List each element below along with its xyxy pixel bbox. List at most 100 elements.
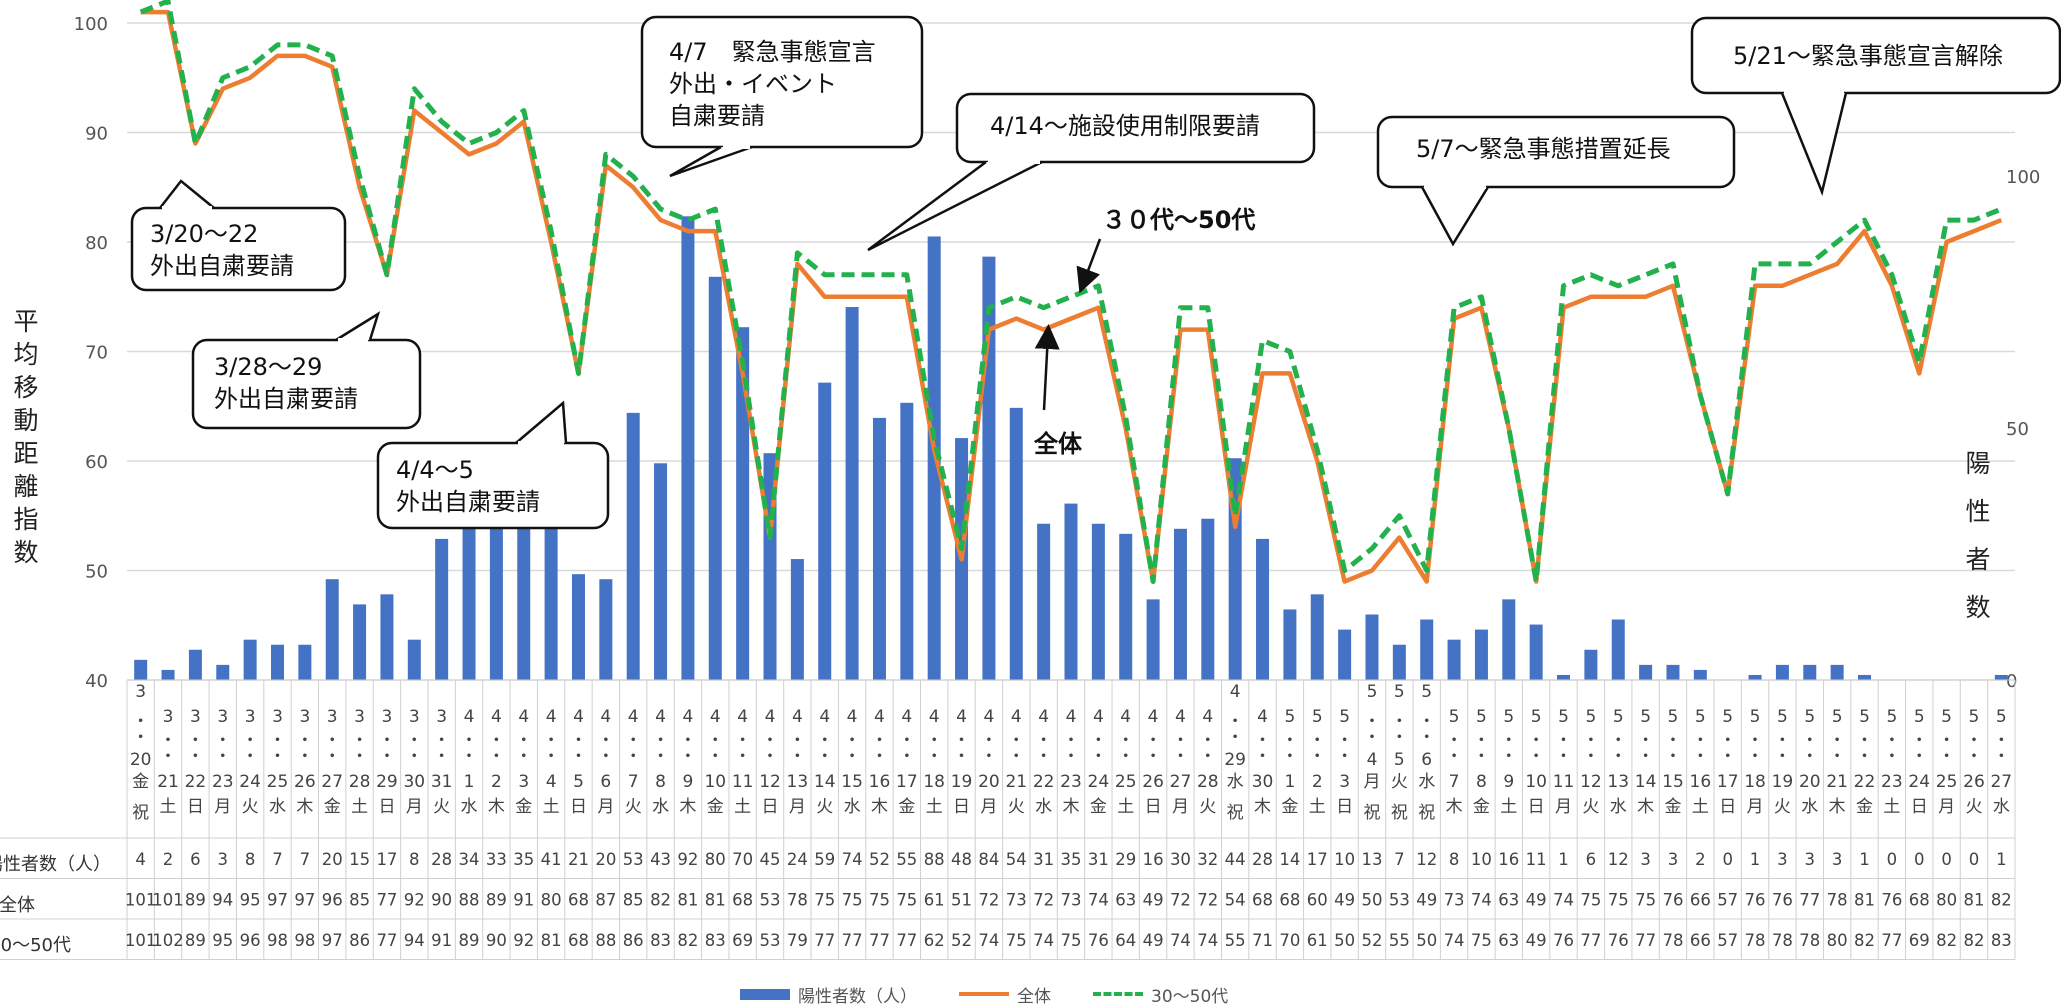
bar [489, 513, 503, 680]
x-category-label: 5 [1613, 707, 1624, 727]
x-category-label: ・ [871, 731, 888, 751]
table-cell: 29 [1115, 850, 1136, 869]
table-cell: 88 [459, 891, 480, 910]
table-cell: 77 [1635, 931, 1656, 950]
table-cell: 70 [732, 850, 753, 869]
x-category-label: 水 [1993, 797, 2010, 817]
x-category-label: ・ [1090, 747, 1107, 767]
bar [681, 216, 695, 680]
x-category-label: 4 [683, 707, 694, 727]
x-category-label: 月 [1172, 797, 1189, 817]
table-cell: 76 [1553, 931, 1574, 950]
x-category-label: ・ [488, 747, 505, 767]
table-cell: 73 [1061, 891, 1082, 910]
table-cell: 4 [135, 850, 146, 869]
bar [1994, 674, 2008, 680]
x-category-label: 5 [1969, 707, 1980, 727]
table-cell: 1 [1996, 850, 2007, 869]
x-category-label: ・ [1938, 747, 1955, 767]
x-category-label: ・ [844, 731, 861, 751]
x-category-label: 5 [1750, 707, 1761, 727]
bar [1584, 649, 1598, 680]
x-category-label: 火 [242, 797, 259, 817]
bar [270, 644, 284, 680]
x-category-label: 14 [1635, 772, 1657, 792]
x-category-label: ・ [1336, 731, 1353, 751]
table-cell: 74 [978, 931, 999, 950]
x-category-label: 4 [491, 707, 502, 727]
table-cell: 77 [1799, 891, 1820, 910]
table-cell: 61 [1307, 931, 1328, 950]
table-cell: 50 [1416, 931, 1437, 950]
table-cell: 75 [869, 891, 890, 910]
x-category-label: 5 [1284, 707, 1295, 727]
x-category-label: ・ [898, 747, 915, 767]
bar [161, 669, 175, 680]
x-category-label: 9 [683, 772, 694, 792]
x-category-label: 3 [217, 707, 228, 727]
legend-line-swatch-overall [959, 992, 1009, 996]
table-cell: 17 [376, 850, 397, 869]
table-cell: 2 [163, 850, 174, 869]
table-cell: 30 [1170, 850, 1191, 869]
table-cell: 89 [185, 891, 206, 910]
x-category-label: ・ [1747, 731, 1764, 751]
x-category-label: 日 [187, 797, 204, 817]
x-category-label: ・ [351, 747, 368, 767]
bar [1474, 629, 1488, 680]
line-series [139, 0, 2003, 584]
table-cell: 7 [300, 850, 311, 869]
table-cell: 97 [322, 931, 343, 950]
callout-box [1690, 16, 2061, 95]
table-cell: 53 [760, 891, 781, 910]
table-cell: 98 [294, 931, 315, 950]
bar [1447, 639, 1461, 680]
table-cell: 50 [1334, 931, 1355, 950]
x-category-label: 3 [382, 707, 393, 727]
callout-tail [867, 160, 1043, 252]
x-category-label: 4 [546, 772, 557, 792]
bar [1420, 619, 1434, 680]
x-category-label: 金 [324, 797, 341, 817]
callout-3-28: 3/28〜29 外出自粛要請 [214, 353, 358, 413]
x-category-label: ・ [1117, 731, 1134, 751]
x-category-label: 4 [929, 707, 940, 727]
table-cell: 68 [1252, 891, 1273, 910]
x-category-label: ・ [789, 731, 806, 751]
x-category-label: ・ [1500, 747, 1517, 767]
x-category-label: 9 [1503, 772, 1514, 792]
table-cell: 3 [1832, 850, 1843, 869]
x-category-label: 火 [1774, 797, 1791, 817]
x-category-label: 4 [792, 707, 803, 727]
table-cell: 80 [541, 891, 562, 910]
y-tick-label: 90 [85, 124, 108, 145]
x-category-label: ・ [1035, 747, 1052, 767]
x-category-label: ・ [1664, 747, 1681, 767]
table-cell: 6 [190, 850, 201, 869]
table-cell: 82 [1991, 891, 2012, 910]
x-category-label: 22 [185, 772, 207, 792]
y-tick-label: 100 [74, 14, 108, 35]
table-cell: 75 [1471, 931, 1492, 950]
x-category-label: 27 [1990, 772, 2012, 792]
x-category-label: 27 [1170, 772, 1192, 792]
callout-tail [1780, 92, 1848, 197]
table-cell: 75 [814, 891, 835, 910]
y-axis-title: 平均移動距離指数 [13, 307, 39, 567]
bar [1639, 664, 1653, 680]
x-category-label: 土 [926, 797, 943, 817]
legend-bar-swatch [740, 988, 790, 1000]
x-category-label: 木 [679, 797, 696, 817]
x-category-label: ・ [324, 731, 341, 751]
x-category-label: 19 [1772, 772, 1794, 792]
table-cell: 77 [376, 891, 397, 910]
x-category-label: ・ [1008, 747, 1025, 767]
table-cell: 59 [814, 850, 835, 869]
x-category-label: ・ [242, 747, 259, 767]
table-cell: 1 [1859, 850, 1870, 869]
x-category-label: 18 [923, 772, 945, 792]
table-cell: 20 [595, 850, 616, 869]
x-category-label: 水 [1418, 772, 1435, 792]
x-category-label: 金 [515, 797, 532, 817]
